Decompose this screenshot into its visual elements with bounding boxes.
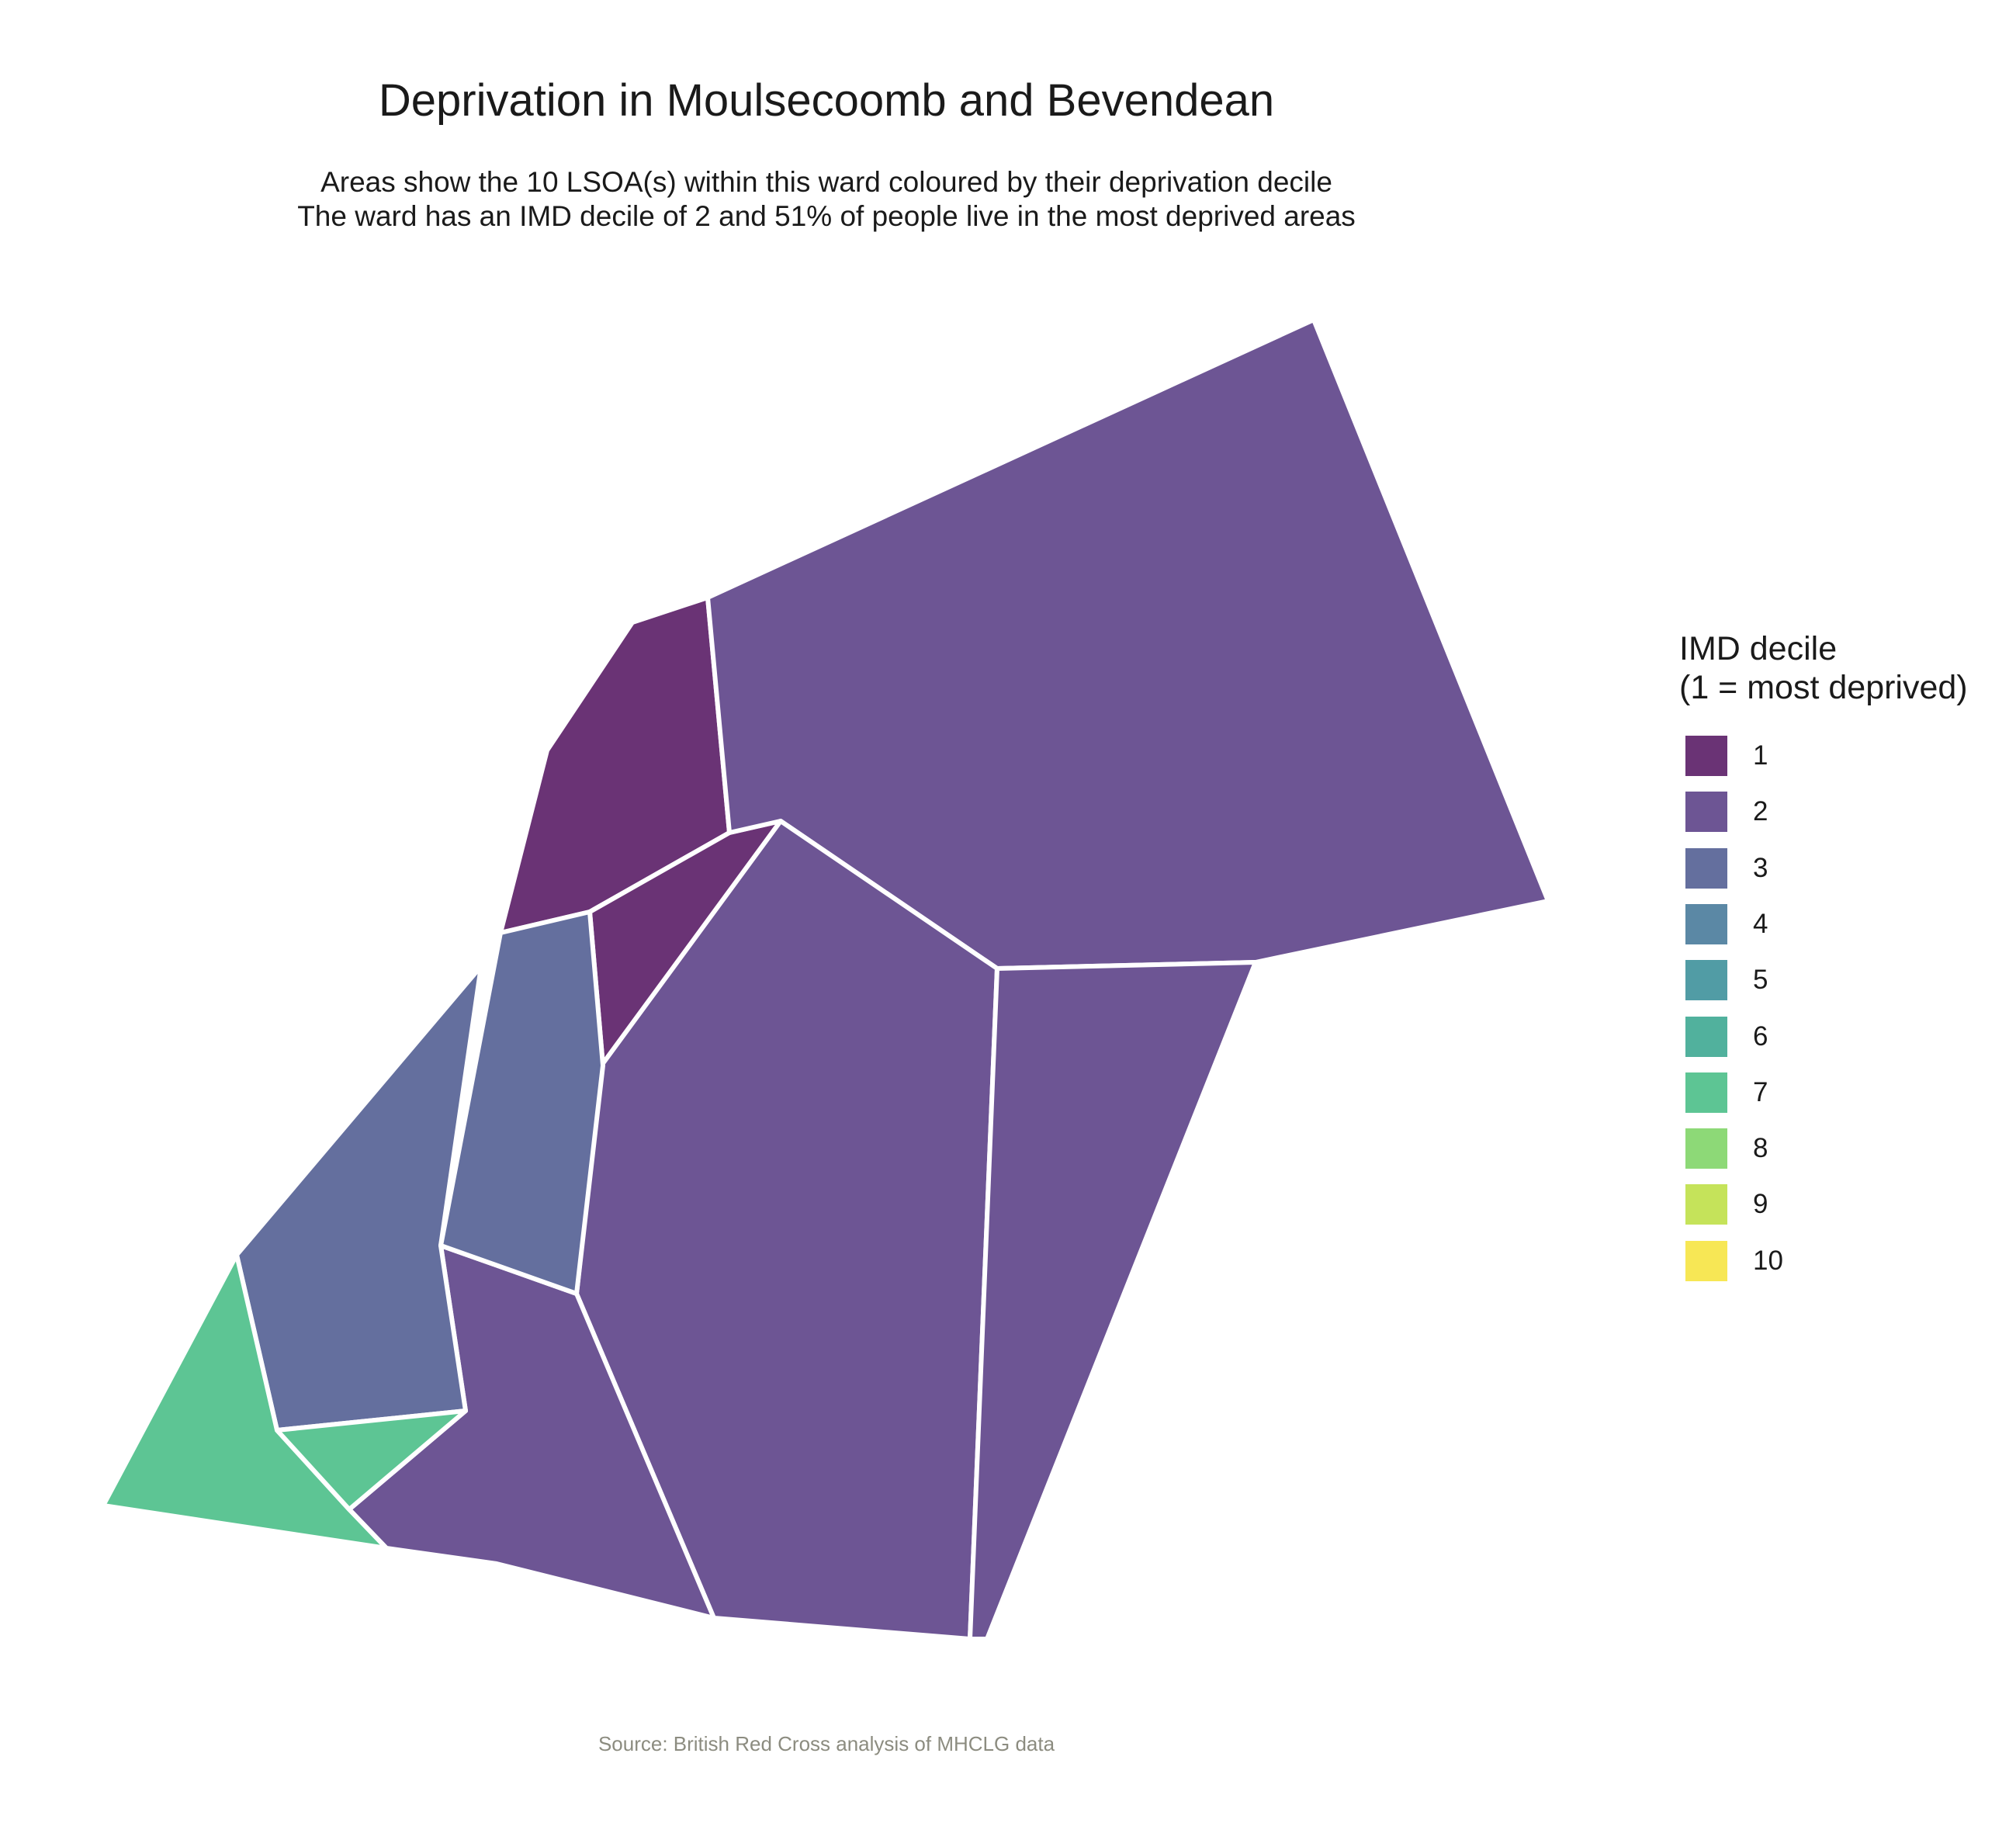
legend-label: 5 (1753, 965, 1768, 996)
source-caption: Source: British Red Cross analysis of MH… (598, 1732, 1055, 1755)
legend-label: 4 (1753, 908, 1768, 939)
legend-label: 6 (1753, 1020, 1768, 1052)
legend-key-swatch (1685, 736, 1727, 776)
legend-label: 10 (1753, 1245, 1783, 1276)
legend-item-3: 3 (1685, 847, 1980, 889)
legend-key-swatch (1685, 1184, 1727, 1225)
legend-title: IMD decile (1679, 630, 1838, 667)
subtitle-line-1: Areas show the 10 LSOA(s) within this wa… (320, 166, 1332, 198)
legend-item-10: 10 (1685, 1240, 1980, 1281)
legend-label: 3 (1753, 852, 1768, 883)
legend-label: 2 (1753, 796, 1768, 827)
legend-item-5: 5 (1685, 960, 1980, 1001)
legend-item-7: 7 (1685, 1072, 1980, 1113)
lsoa-area-decile-2 (968, 960, 1258, 1641)
legend-key-swatch (1685, 847, 1727, 889)
legend-label: 8 (1753, 1133, 1768, 1164)
legend-key-swatch (1685, 1072, 1727, 1113)
legend-label: 7 (1753, 1076, 1768, 1107)
legend-item-9: 9 (1685, 1184, 1980, 1225)
legend-key-swatch (1685, 903, 1727, 944)
subtitle-line-2: The ward has an IMD decile of 2 and 51% … (297, 200, 1356, 232)
legend-item-2: 2 (1685, 792, 1980, 833)
legend-item-4: 4 (1685, 903, 1980, 944)
legend-key-swatch (1685, 792, 1727, 833)
lsoa-area-decile-3 (438, 910, 605, 1296)
chart-title: Deprivation in Moulsecoomb and Bevendean (378, 75, 1275, 126)
legend-item-1: 1 (1685, 736, 1980, 776)
legend-key-swatch (1685, 1128, 1727, 1169)
legend-item-6: 6 (1685, 1016, 1980, 1057)
legend-subtitle: (1 = most deprived) (1679, 669, 1968, 706)
legend-key-swatch (1685, 1240, 1727, 1281)
legend-label: 9 (1753, 1189, 1768, 1220)
lsoa-area-decile-7 (275, 1409, 468, 1512)
legend-label: 1 (1753, 740, 1768, 771)
legend-key-swatch (1685, 960, 1727, 1001)
legend-item-8: 8 (1685, 1128, 1980, 1169)
lsoa-area-decile-3 (234, 964, 483, 1433)
legend-key-swatch (1685, 1016, 1727, 1057)
